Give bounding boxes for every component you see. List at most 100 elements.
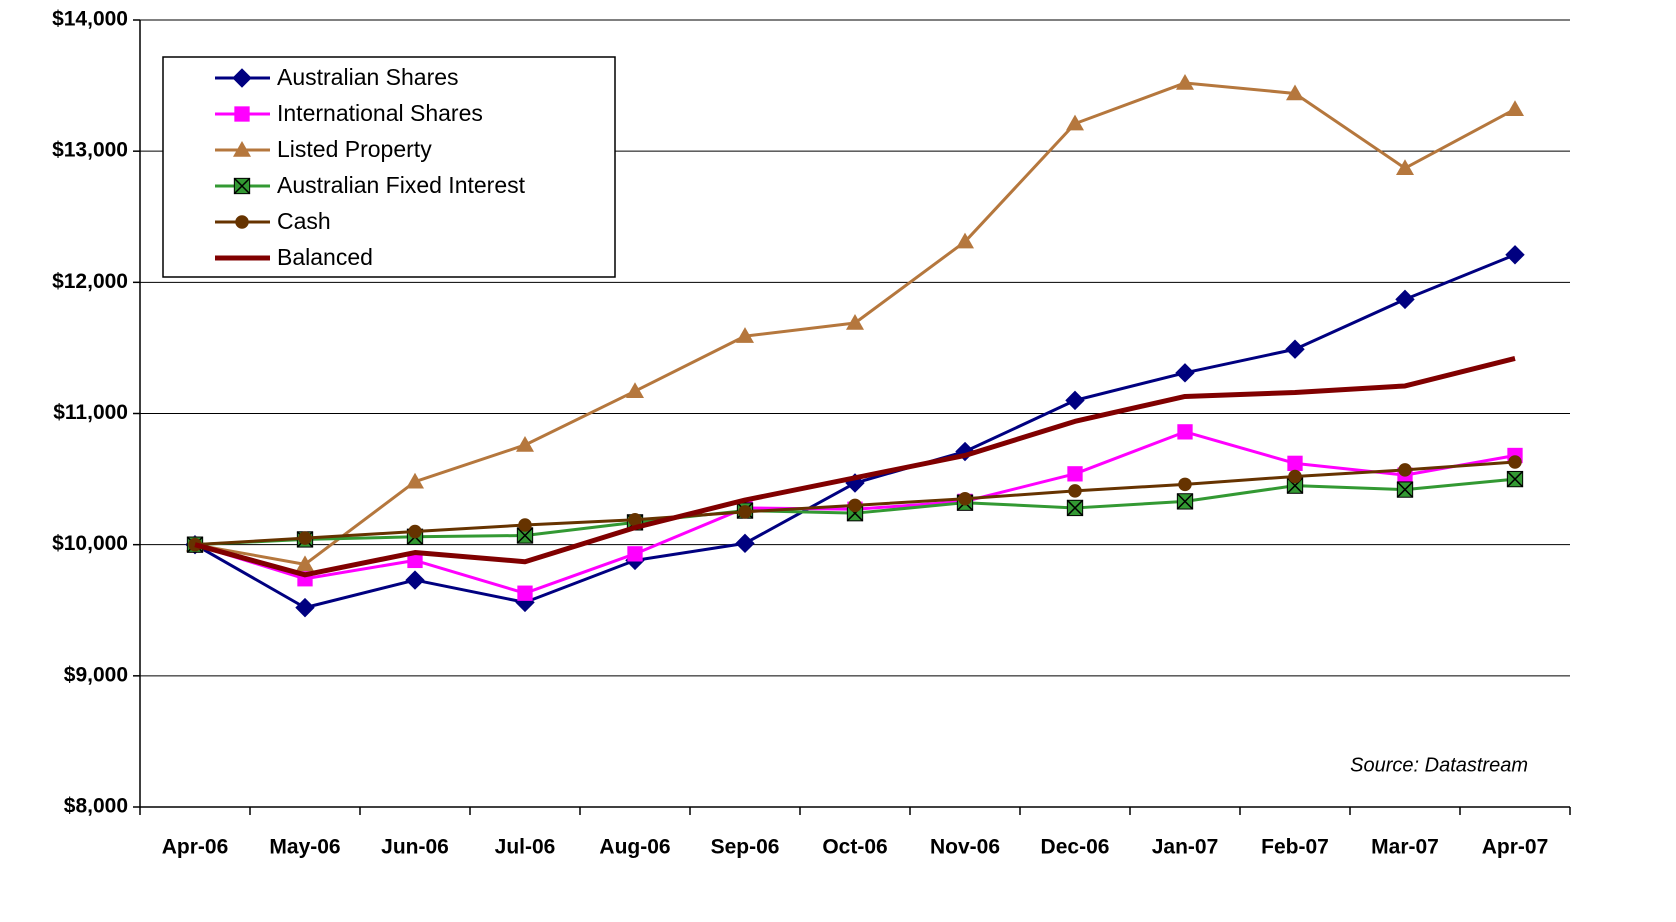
marker bbox=[1395, 289, 1415, 310]
marker-shape bbox=[1176, 73, 1194, 90]
x-tick-label: Feb-07 bbox=[1261, 836, 1329, 859]
marker bbox=[517, 585, 533, 601]
marker-shape bbox=[1068, 484, 1082, 498]
marker bbox=[405, 570, 425, 590]
legend-label: Cash bbox=[277, 208, 331, 234]
marker bbox=[407, 552, 423, 569]
marker-shape bbox=[628, 512, 642, 527]
marker-shape bbox=[848, 498, 862, 513]
marker bbox=[1065, 390, 1085, 411]
marker-shape bbox=[516, 435, 534, 452]
marker bbox=[628, 512, 642, 527]
marker bbox=[233, 141, 251, 157]
marker bbox=[846, 313, 864, 330]
marker bbox=[298, 531, 312, 545]
x-tick-label: Nov-06 bbox=[930, 836, 1000, 859]
marker-shape bbox=[235, 215, 249, 229]
x-tick-label: Dec-06 bbox=[1041, 836, 1110, 859]
y-tick-label: $13,000 bbox=[52, 139, 128, 162]
marker bbox=[848, 498, 862, 513]
marker bbox=[1178, 477, 1192, 492]
y-tick-label: $9,000 bbox=[64, 663, 128, 686]
marker bbox=[1285, 339, 1305, 359]
legend-box bbox=[162, 56, 616, 278]
marker bbox=[1396, 481, 1414, 498]
marker bbox=[296, 555, 314, 572]
marker bbox=[1505, 245, 1525, 265]
x-tick-label: Apr-06 bbox=[162, 836, 229, 859]
marker-shape bbox=[735, 533, 755, 554]
marker-shape bbox=[406, 472, 424, 489]
marker bbox=[1068, 484, 1082, 498]
legend-label: Balanced bbox=[277, 244, 373, 270]
legend-label: Australian Shares bbox=[277, 64, 459, 90]
marker bbox=[295, 597, 315, 618]
marker-shape bbox=[1177, 424, 1193, 440]
marker-shape bbox=[627, 546, 643, 562]
marker bbox=[516, 527, 534, 544]
source-note: Source: Datastream bbox=[1350, 754, 1528, 776]
marker bbox=[627, 546, 643, 562]
x-tick-label: Aug-06 bbox=[599, 836, 670, 859]
marker bbox=[518, 518, 532, 532]
marker bbox=[1396, 159, 1414, 175]
marker bbox=[1176, 493, 1194, 510]
legend-label: Listed Property bbox=[277, 136, 432, 162]
marker bbox=[1066, 114, 1084, 131]
marker-shape bbox=[1288, 469, 1302, 484]
marker bbox=[516, 435, 534, 452]
x-tick-label: Mar-07 bbox=[1371, 836, 1439, 859]
marker bbox=[235, 215, 249, 229]
marker bbox=[738, 505, 752, 519]
marker-shape bbox=[1066, 499, 1084, 517]
marker bbox=[1398, 463, 1412, 477]
marker-shape bbox=[518, 518, 532, 532]
y-tick-label: $11,000 bbox=[53, 401, 128, 424]
marker bbox=[1288, 469, 1302, 484]
marker bbox=[1067, 466, 1083, 482]
marker-shape bbox=[1067, 466, 1083, 482]
marker-shape bbox=[1396, 481, 1414, 498]
series-line bbox=[194, 355, 1516, 578]
marker-shape bbox=[736, 327, 754, 343]
marker-shape bbox=[1506, 470, 1524, 488]
marker-shape bbox=[1285, 339, 1305, 359]
marker bbox=[233, 177, 251, 195]
marker bbox=[956, 232, 974, 249]
marker-shape bbox=[408, 524, 422, 539]
marker-shape bbox=[1505, 245, 1525, 265]
marker-shape bbox=[1398, 463, 1412, 477]
marker-shape bbox=[1176, 493, 1194, 510]
y-tick-label: $12,000 bbox=[52, 270, 128, 293]
marker-shape bbox=[232, 68, 252, 88]
legend-label: International Shares bbox=[277, 100, 483, 126]
marker-shape bbox=[958, 492, 972, 506]
marker-shape bbox=[846, 313, 864, 330]
marker-shape bbox=[1286, 84, 1304, 101]
marker-shape bbox=[233, 177, 251, 195]
marker bbox=[1506, 470, 1524, 488]
marker-shape bbox=[1506, 100, 1524, 116]
marker bbox=[1177, 424, 1193, 440]
marker bbox=[958, 492, 972, 506]
marker-shape bbox=[296, 555, 314, 572]
marker bbox=[736, 327, 754, 343]
marker bbox=[406, 472, 424, 489]
x-tick-label: May-06 bbox=[269, 836, 340, 859]
marker bbox=[1066, 499, 1084, 517]
marker bbox=[408, 524, 422, 539]
y-tick-label: $8,000 bbox=[64, 795, 128, 818]
marker-shape bbox=[1066, 114, 1084, 131]
x-tick-label: Apr-07 bbox=[1482, 836, 1549, 859]
marker-shape bbox=[233, 141, 251, 157]
marker-shape bbox=[626, 382, 644, 398]
marker bbox=[735, 533, 755, 554]
marker-shape bbox=[517, 585, 533, 601]
marker bbox=[1287, 455, 1303, 471]
marker-shape bbox=[405, 570, 425, 590]
marker bbox=[1508, 455, 1522, 469]
marker-shape bbox=[1395, 289, 1415, 310]
marker-shape bbox=[1065, 390, 1085, 411]
marker bbox=[626, 382, 644, 398]
marker bbox=[1506, 100, 1524, 116]
